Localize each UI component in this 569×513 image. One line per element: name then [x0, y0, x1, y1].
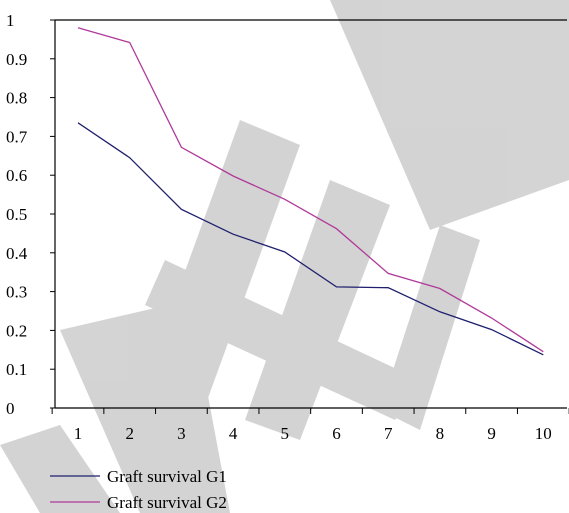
y-tick-label: 0.9 — [6, 50, 27, 69]
watermark-stroke-5 — [380, 225, 480, 430]
x-tick-label: 8 — [436, 424, 445, 443]
x-tick-label: 9 — [487, 424, 496, 443]
watermark-stroke-1 — [330, 0, 569, 230]
x-tick-label: 10 — [535, 424, 552, 443]
axes: 0 0.1 0.2 0.3 0.4 0.5 0.6 0.7 0.8 0.9 1 1 2 3 4 5 6 7 8 9 10 — [6, 11, 569, 443]
legend-label-g1: Graft survival G1 — [107, 467, 227, 486]
y-tick-label: 0.5 — [6, 205, 27, 224]
y-tick-label: 0.6 — [6, 166, 27, 185]
y-tick-label: 0.3 — [6, 283, 27, 302]
x-tick-label: 6 — [332, 424, 341, 443]
series-line-g1 — [77, 122, 544, 356]
y-tick-label: 0 — [6, 399, 15, 418]
watermark-stroke-4 — [245, 180, 390, 440]
x-tick-label: 4 — [229, 424, 238, 443]
x-tick-label: 2 — [125, 424, 134, 443]
y-tick-label: 0.4 — [6, 244, 28, 263]
series-line-g2 — [77, 27, 544, 353]
x-tick-label: 5 — [281, 424, 290, 443]
y-tick-label: 1 — [6, 11, 15, 30]
y-tick-label: 0.7 — [6, 127, 28, 146]
watermark-stroke-6 — [0, 425, 120, 513]
y-tick-label: 0.2 — [6, 321, 27, 340]
y-tick-label: 0.8 — [6, 89, 27, 108]
legend-label-g2: Graft survival G2 — [107, 493, 227, 512]
series-lines — [77, 27, 544, 356]
x-tick-label: 1 — [74, 424, 83, 443]
y-tick-label: 0.1 — [6, 360, 27, 379]
x-tick-label: 7 — [384, 424, 393, 443]
legend: Graft survival G1 Graft survival G2 — [50, 467, 227, 512]
watermark-stroke-7 — [60, 300, 230, 513]
x-tick-label: 3 — [177, 424, 186, 443]
